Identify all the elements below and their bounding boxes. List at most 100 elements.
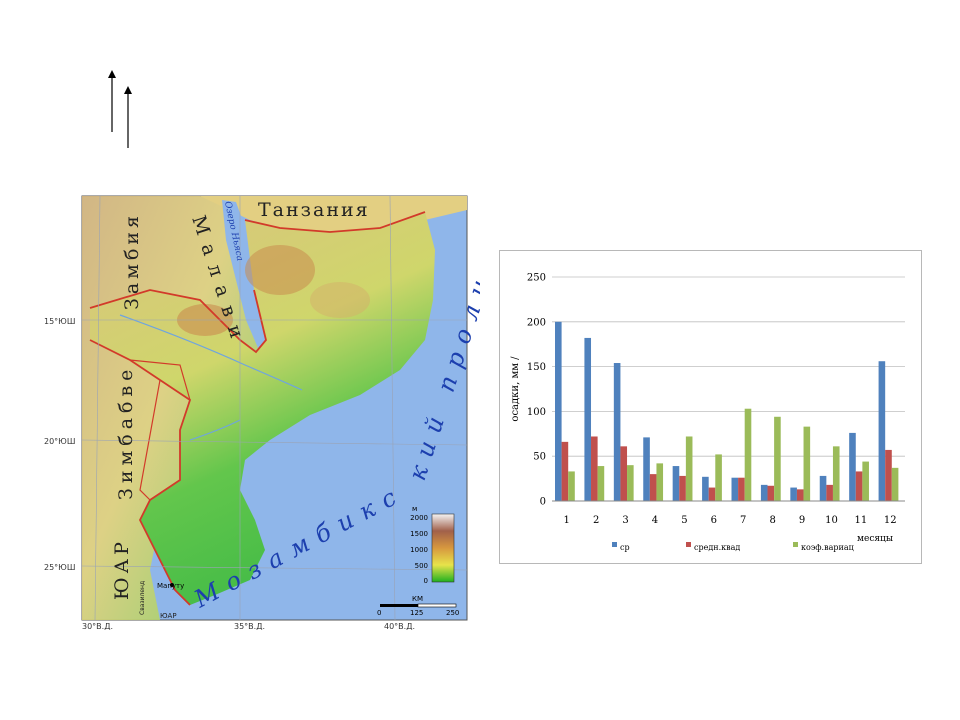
scale-tick: 0	[377, 609, 381, 617]
elevation-tick: 500	[415, 562, 428, 570]
bar-2	[796, 489, 804, 501]
bar-3	[891, 467, 899, 501]
border-line	[129, 359, 191, 401]
x-tick-label: 6	[711, 515, 717, 526]
elevation-unit: м	[412, 505, 417, 513]
elevation-tick: 2000	[410, 514, 428, 522]
lat-label: 15°ЮШ	[44, 317, 75, 326]
y-tick-label: 150	[527, 362, 546, 373]
lon-label: 30°В.Д.	[82, 622, 113, 630]
bar-2	[855, 471, 863, 501]
x-tick-label: 8	[769, 515, 775, 526]
lon-label: 35°В.Д.	[234, 622, 265, 630]
elevation-tick: 0	[424, 577, 428, 585]
bar-1	[672, 466, 680, 501]
chart-y-ticks: 0 50 100 150 200 250	[527, 273, 546, 508]
legend-label: ср	[620, 543, 630, 552]
bar-1	[613, 363, 621, 501]
river-line	[119, 314, 303, 391]
country-label-zambia: Замбия	[121, 212, 143, 310]
bar-2	[649, 474, 657, 501]
chart-x-ticks: 1 2 3 4 5 6 7 8 9 10 11 12	[564, 515, 897, 526]
bar-2	[767, 485, 775, 501]
bar-1	[790, 487, 797, 501]
x-tick-label: 9	[799, 515, 805, 526]
border-line	[244, 211, 426, 233]
x-axis-label: месяцы	[857, 534, 893, 544]
bar-3	[803, 426, 811, 501]
x-tick-label: 11	[855, 515, 868, 526]
x-tick-label: 7	[740, 515, 746, 526]
bar-1	[584, 337, 592, 501]
border-line	[89, 289, 267, 354]
bar-3	[774, 416, 781, 501]
x-tick-label: 2	[593, 515, 599, 526]
y-axis-label: осадки, мм /	[510, 356, 521, 422]
arrows-decoration	[108, 70, 132, 148]
lon-label: 40°В.Д.	[384, 622, 415, 630]
scale-bar-segment	[417, 603, 457, 608]
lake-nyasa	[222, 200, 266, 348]
country-label-zimbabwe: Зимбабве	[115, 365, 137, 500]
graticule	[81, 195, 468, 621]
bar-3	[862, 461, 869, 501]
bar-3	[715, 454, 722, 501]
bar-1	[555, 321, 562, 501]
bar-2	[738, 477, 745, 501]
lat-label: 20°ЮШ	[44, 437, 75, 446]
y-tick-label: 250	[527, 273, 546, 284]
legend-swatch	[793, 542, 798, 547]
arrow-up-icon	[124, 86, 132, 148]
chart-bars	[555, 321, 899, 501]
bar-3	[832, 446, 840, 501]
precipitation-chart: 0 50 100 150 200 250 1 2 3 4 5 6 7 8 9 10 11 12 осадки, …	[499, 250, 922, 564]
country-label-south-africa: ЮАР	[111, 538, 133, 600]
bar-3	[627, 465, 634, 501]
bar-3	[568, 471, 575, 501]
bar-3	[656, 463, 664, 501]
bar-3	[685, 436, 693, 501]
bar-1	[878, 361, 886, 501]
bar-1	[849, 432, 856, 501]
scale-unit: КМ	[412, 595, 423, 603]
scale-bar-segment	[380, 604, 418, 607]
legend-label: коэф.вариац	[801, 543, 854, 552]
bar-1	[760, 484, 768, 501]
mozambique-map: 15°ЮШ 20°ЮШ 25°ЮШ 30°В.Д. 35°В.Д. 40°В.Д…	[40, 190, 505, 631]
bar-2	[679, 475, 686, 501]
border-line	[139, 379, 161, 501]
bar-2	[591, 436, 598, 501]
arrow-up-icon	[108, 70, 116, 132]
chart-legend: ср средн.квад коэф.вариац	[612, 542, 854, 552]
y-tick-label: 50	[533, 452, 546, 463]
elevation-legend-bar	[431, 513, 455, 583]
bar-2	[885, 449, 892, 501]
lat-label: 25°ЮШ	[44, 563, 75, 572]
highland-shade	[310, 282, 370, 318]
bar-2	[620, 446, 628, 501]
border-line	[89, 339, 192, 606]
x-tick-label: 5	[681, 515, 687, 526]
legend-label: средн.квад	[694, 543, 740, 552]
city-label-maputo: Мапуту	[157, 582, 184, 590]
country-label-south-africa-small: ЮАР	[160, 612, 177, 620]
bar-3	[744, 408, 752, 501]
x-tick-label: 3	[622, 515, 628, 526]
elevation-tick: 1000	[410, 546, 428, 554]
x-tick-label: 1	[564, 515, 570, 526]
bar-1	[643, 437, 650, 501]
bar-3	[597, 466, 605, 501]
bar-1	[702, 476, 709, 501]
legend-swatch	[686, 542, 691, 547]
legend-swatch	[612, 542, 617, 547]
y-tick-label: 100	[527, 407, 546, 418]
river-line	[189, 419, 241, 441]
bar-2	[561, 441, 569, 501]
bar-2	[708, 487, 716, 501]
bar-1	[819, 475, 827, 501]
scale-tick: 250	[446, 609, 459, 617]
bar-2	[826, 484, 833, 501]
highland-shade	[245, 245, 315, 295]
x-tick-label: 12	[884, 515, 897, 526]
scale-tick: 125	[410, 609, 423, 617]
